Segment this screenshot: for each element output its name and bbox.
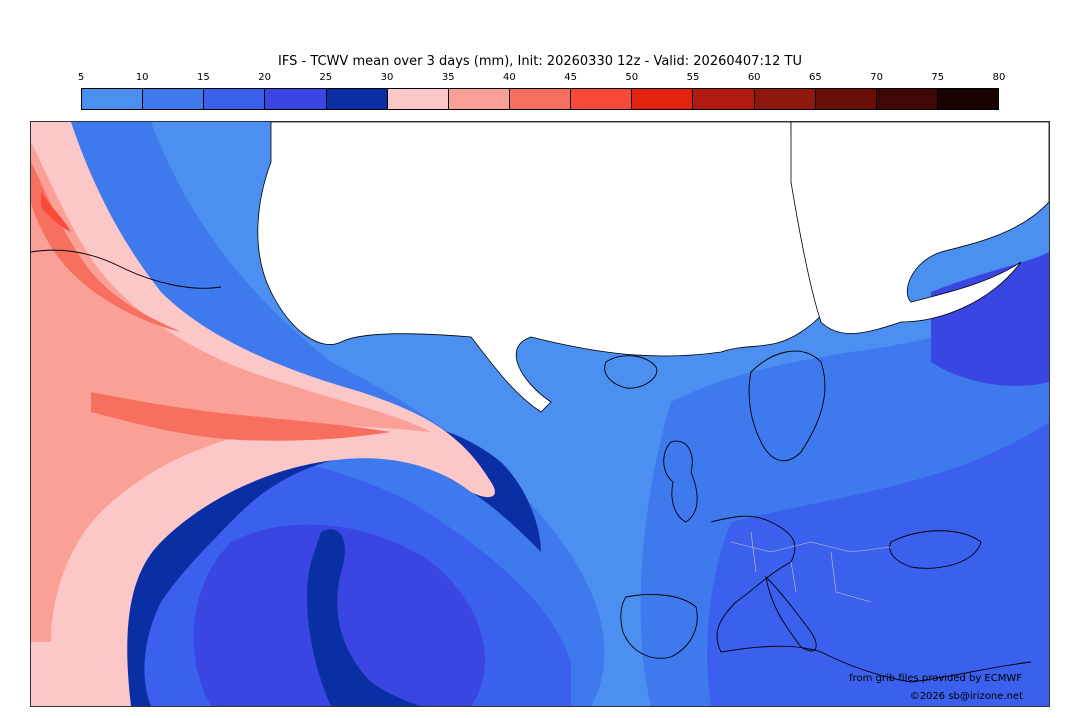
colorbar-tick-label: 30 <box>380 72 394 83</box>
colorbar-tick-label: 75 <box>931 72 945 83</box>
tcwv-map-panel <box>30 121 1050 707</box>
moisture-zone-20-25-northeast <box>931 252 1049 386</box>
colorbar-bin <box>876 89 938 109</box>
landmass-north-america-coast <box>31 249 222 289</box>
colorbar-tick-label: 10 <box>135 72 149 83</box>
country-borders <box>730 531 892 603</box>
landmass-scandinavia <box>748 350 826 462</box>
colorbar-bin <box>265 89 327 109</box>
colorbar-bin <box>143 89 205 109</box>
colorbar-bin <box>448 89 510 109</box>
landmass-iberia <box>620 594 698 659</box>
copyright-credit: ©2026 sb@irizone.net <box>909 691 1023 702</box>
moisture-band-25-30-swirl-core <box>307 529 421 706</box>
colorbar-tick-label: 20 <box>258 72 271 83</box>
colorbar-tick-label: 35 <box>441 72 455 83</box>
colorbar-bin <box>82 89 144 109</box>
moisture-core-40-45-band <box>91 392 391 441</box>
colorbar-tick-label: 40 <box>503 72 516 83</box>
colorbar-tick-label: 60 <box>747 72 761 83</box>
colorbar-tick-labels: 5 10 15 20 25 30 35 40 45 50 55 60 65 70 75 80 <box>77 72 1006 86</box>
colorbar-tick-label: 50 <box>625 72 639 83</box>
colorbar-tick-label: 25 <box>319 72 333 83</box>
colorbar-bin <box>571 89 633 109</box>
colorbar-bin <box>754 89 816 109</box>
colorbar-tick-label: 70 <box>870 72 883 83</box>
colorbar-bin <box>204 89 266 109</box>
colorbar-bin <box>815 89 877 109</box>
moisture-core-45-50 <box>41 192 71 232</box>
landmass-east-siberia <box>790 122 1049 334</box>
moisture-zone-20-25-swirl <box>193 524 486 706</box>
colorbar-tick-label: 65 <box>809 72 822 83</box>
data-source-credit: from grib files provided by ECMWF <box>849 673 1022 684</box>
colorbar-bin <box>509 89 572 109</box>
landmass-iceland <box>604 355 658 389</box>
colorbar-tick-label: 5 <box>77 72 85 83</box>
colorbar-tick-label: 15 <box>197 72 210 83</box>
landmass-italy <box>765 575 817 652</box>
colorbar-bin <box>387 89 449 109</box>
moisture-core-35-40 <box>31 142 431 642</box>
map-title: IFS - TCWV mean over 3 days (mm), Init: … <box>278 54 802 69</box>
landmass-black-sea <box>889 530 982 569</box>
colorbar-bin <box>632 89 694 109</box>
colorbar-bin <box>326 89 388 109</box>
landmass-british-isles <box>663 440 698 523</box>
colorbar-tick-label: 55 <box>686 72 700 83</box>
colorbar-bin <box>693 89 755 109</box>
landmass-europe-coast <box>710 515 1032 683</box>
map-canvas <box>31 122 1049 706</box>
colorbar-bin <box>937 89 999 109</box>
colorbar-legend <box>81 88 999 110</box>
colorbar-tick-label: 80 <box>992 72 1006 83</box>
moisture-core-40-45-north <box>31 162 181 332</box>
colorbar-tick-label: 45 <box>564 72 577 83</box>
